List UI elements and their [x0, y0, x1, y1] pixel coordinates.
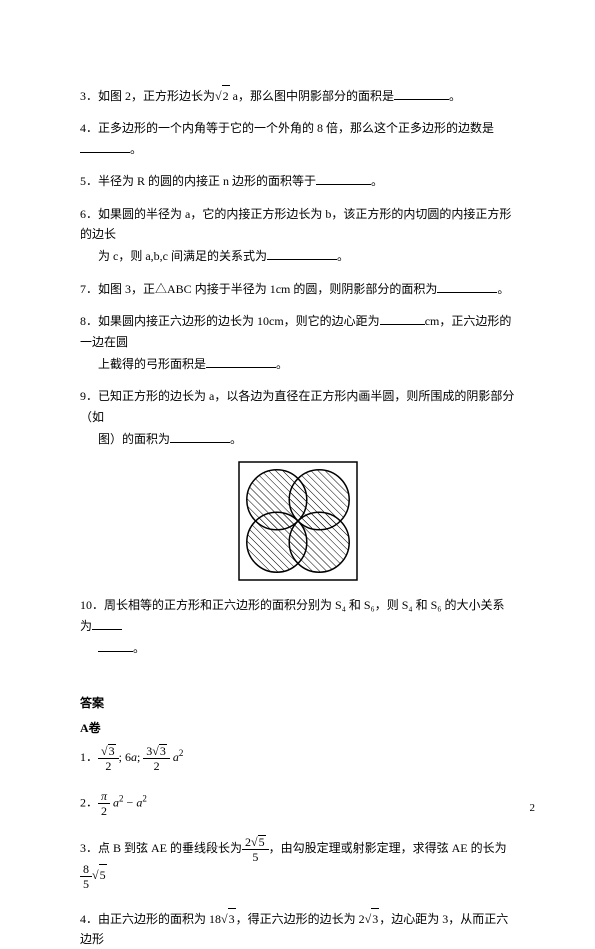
text: 如图 2，正方形边长为	[98, 89, 215, 103]
text: 上截得的弓形面积是	[98, 357, 206, 371]
text: 。	[337, 249, 349, 263]
problem-number: 8	[80, 314, 86, 328]
text: 。	[449, 89, 461, 103]
text: ，得正六边形的边长为 2	[236, 912, 365, 926]
answers-heading: 答案	[80, 694, 515, 711]
petal-svg	[238, 461, 358, 581]
text: 为 c，则 a,b,c 间满足的关系式为	[98, 249, 267, 263]
blank	[98, 640, 133, 652]
problem-number: 3	[80, 89, 86, 103]
problem-6-cont: 为 c，则 a,b,c 间满足的关系式为 。	[80, 246, 515, 266]
problem-6: 6．如果圆的半径为 a，它的内接正方形边长为 b，该正方形的内切圆的内接正方形的…	[80, 204, 515, 245]
text: 。	[497, 282, 509, 296]
problem-number: 9	[80, 389, 86, 403]
problem-3: 3．如图 2，正方形边长为2 a，那么图中阴影部分的面积是。	[80, 85, 515, 106]
frac: π2	[98, 790, 110, 817]
problem-10-cont: 。	[80, 638, 515, 658]
problem-number: 7	[80, 282, 86, 296]
blank	[394, 88, 449, 100]
frac: 85	[80, 863, 92, 890]
problem-number: 10	[80, 598, 92, 612]
text: ，由勾股定理或射影定理，求得弦 AE 的长为	[269, 840, 507, 854]
problem-7: 7．如图 3，正△ABC 内接于半径为 1cm 的圆，则阴影部分的面积为。	[80, 279, 515, 299]
sqrt-2a: 2	[215, 85, 230, 106]
text: ，那么图中阴影部分的面积是	[238, 89, 394, 103]
frac: 255	[242, 835, 269, 863]
text: 如果圆的半径为 a，它的内接正方形边长为 b，该正方形的内切圆的内接正方形的边长	[80, 207, 511, 241]
text: 点 B 到弦 AE 的垂线段长为	[98, 840, 242, 854]
problem-8: 8．如果圆内接正六边形的边长为 10cm，则它的边心距为cm，正六边形的一边在圆	[80, 311, 515, 352]
answer-3: 3．点 B 到弦 AE 的垂线段长为255，由勾股定理或射影定理，求得弦 AE …	[80, 835, 515, 890]
page-number: 2	[530, 802, 536, 814]
answer-4: 4．由正六边形的面积为 183，得正六边形的边长为 23，边心距为 3，从而正六…	[80, 908, 515, 949]
text: 。	[133, 641, 145, 655]
blank	[92, 618, 122, 630]
frac: 32	[98, 744, 119, 772]
problem-9-cont: 图）的面积为 。	[80, 429, 515, 449]
text: 周长相等的正方形和正六边形的面积分别为 S₄ 和 S₆，则 S₄ 和 S₆ 的大…	[80, 598, 504, 632]
problem-5: 5．半径为 R 的圆的内接正 n 边形的面积等于。	[80, 171, 515, 191]
text: 。	[130, 142, 142, 156]
text: 。	[230, 432, 242, 446]
text: 如果圆内接正六边形的边长为 10cm，则它的边心距为	[98, 314, 380, 328]
answer-1: 1．32; 6a; 332 a2	[80, 744, 515, 772]
blank	[437, 281, 497, 293]
text: 正多边形的一个内角等于它的一个外角的 8 倍，那么这个正多边形的边数是	[98, 121, 494, 135]
blank	[170, 431, 230, 443]
problem-number: 5	[80, 174, 86, 188]
answer-2: 2．π2 a2 − a2	[80, 790, 515, 817]
blank	[206, 356, 276, 368]
text: 已知正方形的边长为 a，以各边为直径在正方形内画半圆，则所围成的阴影部分（如	[80, 389, 514, 423]
frac: 332	[143, 744, 170, 772]
answers-subheading: A卷	[80, 719, 515, 736]
problem-number: 4	[80, 121, 86, 135]
text: 图）的面积为	[98, 432, 170, 446]
text: 半径为 R 的圆的内接正 n 边形的面积等于	[98, 174, 316, 188]
problem-4: 4．正多边形的一个内角等于它的一个外角的 8 倍，那么这个正多边形的边数是。	[80, 118, 515, 159]
blank	[80, 141, 130, 153]
problem-10: 10．周长相等的正方形和正六边形的面积分别为 S₄ 和 S₆，则 S₄ 和 S₆…	[80, 595, 515, 636]
problem-9: 9．已知正方形的边长为 a，以各边为直径在正方形内画半圆，则所围成的阴影部分（如	[80, 386, 515, 427]
text: 。	[276, 357, 288, 371]
text: 由正六边形的面积为 18	[98, 912, 221, 926]
blank	[380, 313, 425, 325]
problem-number: 6	[80, 207, 86, 221]
blank	[316, 173, 371, 185]
figure-petals	[80, 461, 515, 585]
text: 如图 3，正△ABC 内接于半径为 1cm 的圆，则阴影部分的面积为	[98, 282, 437, 296]
problem-8-cont: 上截得的弓形面积是 。	[80, 354, 515, 374]
blank	[267, 248, 337, 260]
text: 。	[371, 174, 383, 188]
